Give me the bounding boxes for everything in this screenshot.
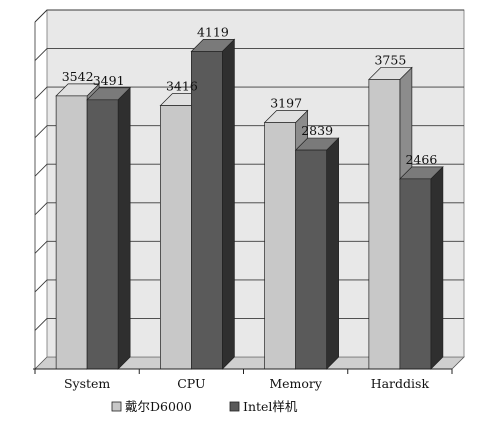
data-labels: 3542 3491 3416 4119 3197 2839 3755 2466 [62, 24, 438, 166]
data-label-cpu-d6000: 3416 [166, 79, 198, 94]
bar-system-intel [86, 86, 131, 370]
x-tick-label-cpu: CPU [177, 376, 205, 391]
x-axis: System CPU Memory Harddisk [33, 368, 453, 391]
data-label-memory-intel: 2839 [301, 123, 333, 138]
bar-side [117, 86, 131, 370]
bar-side [222, 38, 235, 370]
x-tick-label-system: System [64, 376, 110, 391]
data-label-system-d6000: 3542 [62, 69, 94, 84]
data-label-harddisk-d6000: 3755 [374, 52, 406, 67]
bar-cpu-intel [190, 38, 236, 370]
bar-front [55, 95, 88, 370]
bar-side [430, 165, 444, 370]
bar-memory-intel [294, 137, 340, 370]
data-label-harddisk-intel: 2466 [405, 152, 437, 167]
data-label-cpu-intel: 4119 [197, 24, 229, 39]
legend-swatch [229, 401, 240, 412]
bar-front [86, 99, 119, 370]
bar-side [326, 137, 339, 370]
data-label-memory-d6000: 3197 [270, 95, 302, 110]
legend-item-d6000: 戴尔D6000 [111, 399, 192, 414]
x-tick-label-memory: Memory [269, 376, 323, 391]
gridline [34, 9, 464, 23]
bar-front [160, 105, 192, 370]
bar-front [264, 122, 296, 370]
bars [55, 38, 444, 370]
data-label-system-intel: 3491 [93, 73, 125, 88]
legend-label: Intel样机 [243, 399, 298, 414]
bar-harddisk-intel [399, 165, 444, 370]
gridline [34, 86, 464, 100]
legend-swatch [111, 401, 122, 412]
legend-label: 戴尔D6000 [125, 399, 192, 414]
bar-front [368, 79, 401, 370]
bar-front [295, 149, 327, 370]
bar-front [191, 51, 223, 370]
legend-item-intel: Intel样机 [229, 399, 298, 414]
gridline [34, 125, 464, 138]
x-tick-label-harddisk: Harddisk [371, 376, 430, 391]
legend: 戴尔D6000 Intel样机 [111, 399, 298, 414]
gridline [34, 48, 464, 61]
bar-front [399, 178, 432, 370]
